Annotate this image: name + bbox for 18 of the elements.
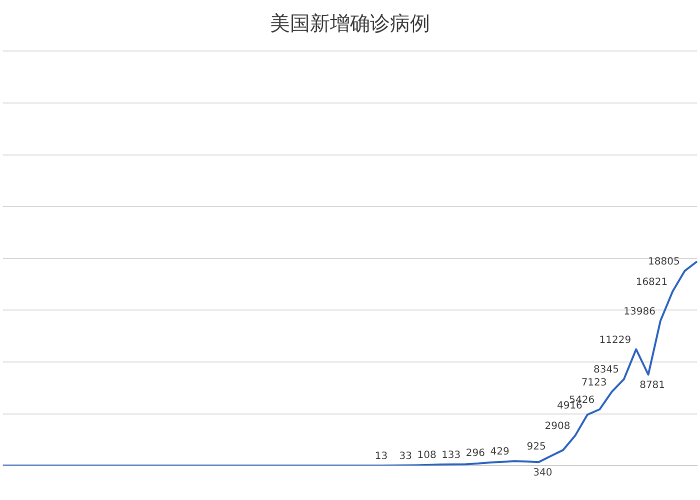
- data-label: 18805: [648, 256, 680, 268]
- chart-title: 美国新增确诊病例: [269, 10, 431, 37]
- data-label: 7123: [581, 377, 607, 388]
- data-label: 16821: [636, 276, 668, 288]
- data-label: 925: [526, 442, 546, 453]
- data-label: 13986: [624, 306, 656, 318]
- data-label: 4916: [556, 400, 582, 412]
- data-label: 133: [442, 450, 461, 461]
- data-label: 13: [374, 451, 388, 462]
- data-label: 296: [466, 448, 486, 460]
- data-label: 2908: [544, 421, 570, 432]
- data-label: 8781: [640, 380, 666, 392]
- data-label: 429: [490, 446, 510, 458]
- data-label: 11229: [599, 334, 632, 346]
- data-label: 33: [399, 450, 412, 462]
- data-label: 8345: [593, 364, 619, 376]
- data-label: 108: [417, 450, 436, 462]
- data-label: 340: [533, 468, 552, 479]
